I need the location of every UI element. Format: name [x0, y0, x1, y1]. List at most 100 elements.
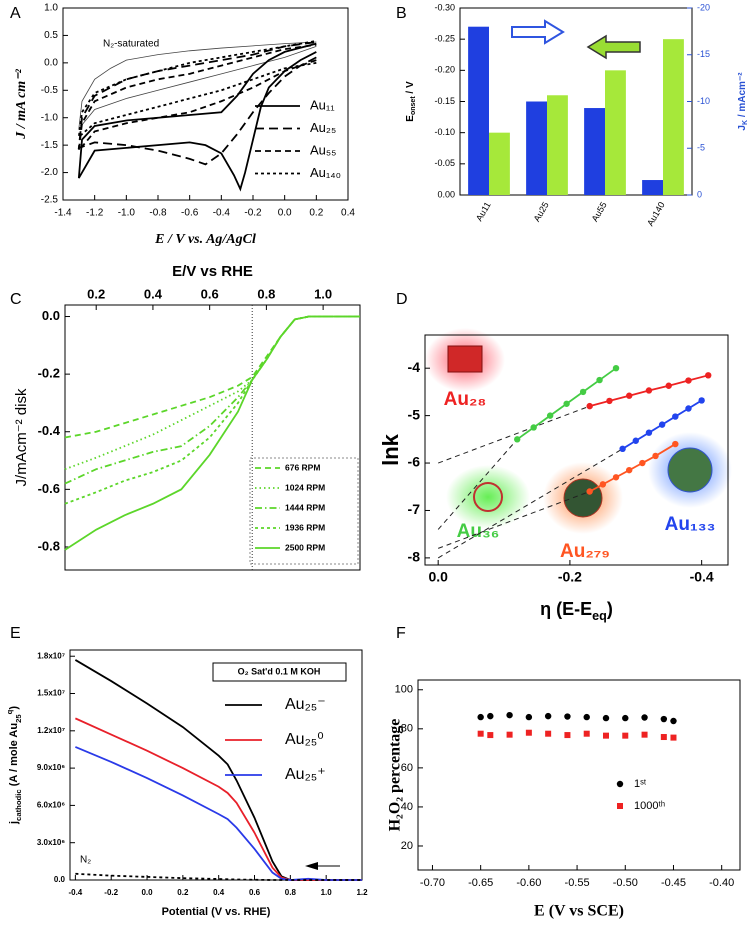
marker: [586, 402, 593, 410]
y-axis-label-part: 25: [14, 714, 23, 723]
y-axis-label: H₂O₂ percentage: [387, 719, 404, 832]
legend-label: Au₂₅⁰: [285, 731, 324, 748]
x-tick-label: 0.0: [278, 208, 292, 219]
x-tick-label: -1.2: [86, 208, 104, 219]
marker: [583, 730, 590, 737]
marker: [583, 713, 590, 721]
legend-label: 2500 RPM: [285, 542, 325, 552]
y-tick-label: -2.0: [41, 167, 59, 178]
arrow: [305, 862, 318, 870]
panel: C 0.2 0.4 0.6 0.8 1.0 0.0 -0.2 -0.4 -0.6 -0.8 E/V v…: [10, 263, 361, 571]
x-tick-label: -0.45: [661, 877, 686, 889]
plot-frame: [417, 679, 741, 871]
marker: [639, 459, 646, 467]
marker: [487, 712, 494, 720]
x-tick-label: 0.2: [177, 888, 189, 897]
marker: [641, 731, 648, 738]
x-tick-label: 0.8: [285, 888, 297, 897]
y-tick-label: 60: [401, 762, 413, 774]
y-tick-label: -0.15: [434, 96, 455, 106]
y-axis-label: jcathodic (A / mole Au25q): [5, 706, 23, 825]
series-line: [77, 43, 317, 154]
panel: F -0.70 -0.65 -0.60 -0.55 -0.50 -0.45 -0.40 20 40…: [387, 625, 741, 920]
y-tick-label: 0.00: [437, 189, 455, 199]
x-axis-label: E / V vs. Ag/AgCl: [154, 232, 256, 247]
x-tick-label: Au140: [645, 200, 667, 228]
x-tick-label: 0.2: [309, 208, 323, 219]
panel: A -1.4 -1.2 -1.0 -0.8 -0.6 -0.4 -0.2 0.0 0.2 0.4 -2…: [10, 3, 355, 248]
y-tick-label: 1.5x10⁷: [37, 689, 65, 698]
marker: [596, 376, 603, 384]
x-axis-label: E/V vs RHE: [172, 263, 253, 280]
marker: [672, 440, 679, 448]
x-tick-label: -0.4: [68, 888, 82, 897]
x-tick-label: 0.6: [201, 286, 219, 301]
plot-frame: [69, 649, 363, 881]
marker: [612, 474, 620, 481]
y-axis-label-part: / V: [405, 81, 416, 96]
legend-label: 1024 RPM: [285, 482, 325, 492]
x-axis-label-part: η (E-E: [540, 599, 592, 619]
bar: [584, 108, 605, 195]
legend-label: 1000ᵗʰ: [634, 800, 665, 812]
cluster-glow: [446, 465, 530, 529]
y-axis-label-part: E: [405, 115, 416, 122]
y-tick-label: -4: [408, 359, 421, 375]
x-tick-label: 0.4: [213, 888, 225, 897]
x-tick-label: -0.2: [558, 569, 582, 585]
y-tick-label: 6.0x10⁶: [37, 801, 65, 810]
x-tick-label: -0.65: [468, 877, 493, 889]
marker: [658, 421, 666, 428]
panel: B 0.00 -0.05 -0.10 -0.15 -0.20 -0.25 -0.30 0 -5 -1…: [396, 2, 749, 227]
x-tick-label: Au25: [532, 200, 551, 223]
legend-title: O₂ Sat'd 0.1 M KOH: [238, 666, 321, 676]
x-axis-label: E (V vs SCE): [534, 903, 624, 920]
y-tick-label: -0.20: [434, 65, 455, 75]
marker: [530, 424, 537, 431]
panel-letter: C: [10, 291, 22, 308]
x-tick-label: -0.2: [104, 888, 118, 897]
cluster: [447, 345, 483, 373]
x-tick-label: -0.6: [181, 208, 199, 219]
series-label: Au₂₇₉: [560, 541, 610, 562]
marker: [599, 481, 607, 488]
extrapolation-line: [437, 439, 518, 530]
panel-letter: F: [396, 625, 406, 642]
marker: [545, 730, 552, 737]
panel-letter: B: [396, 5, 407, 22]
y-tick-label: 0.0: [42, 308, 60, 323]
marker: [612, 364, 620, 372]
panel: D 0.0 -0.2 -0.4 -4 -5 -6 -7 -8 η (E-Eeq) lnk Au₂₈ Au…: [378, 291, 729, 624]
x-tick-label: 0.6: [249, 888, 261, 897]
marker: [622, 714, 629, 722]
y-tick-label: 1.2x10⁷: [37, 726, 65, 735]
x-tick-label: 0.0: [141, 888, 153, 897]
marker: [506, 731, 513, 738]
y-tick-label: -1.0: [41, 112, 59, 123]
y2-tick-label: -10: [697, 96, 710, 106]
bar: [526, 101, 547, 195]
series-line: [64, 315, 360, 439]
marker: [625, 392, 633, 399]
marker: [685, 405, 692, 412]
x-tick-label: -0.70: [420, 877, 445, 889]
marker: [660, 734, 667, 741]
legend-label: Au₂₅⁻: [285, 696, 326, 713]
y-axis-label: lnk: [378, 433, 403, 466]
arrow-left: [586, 34, 641, 60]
marker: [602, 714, 610, 722]
marker: [652, 452, 659, 460]
marker: [506, 711, 513, 719]
y-tick-label: -7: [408, 501, 421, 517]
legend-label: Au₁₄₀: [310, 165, 341, 180]
panel: E -0.4 -0.2 0.0 0.2 0.4 0.6 0.8 1.0 1.2 0.0 3.0x10⁶…: [5, 625, 369, 918]
y-axis-label-part: q: [5, 709, 14, 714]
x-axis-label-part: eq: [592, 609, 607, 623]
marker: [670, 717, 677, 725]
x-axis-label: Potential (V vs. RHE): [162, 906, 271, 918]
y2-tick-label: -5: [697, 143, 705, 153]
x-axis-label: η (E-Eeq): [540, 599, 613, 624]
marker: [672, 413, 679, 420]
y-tick-label: 20: [401, 840, 413, 852]
panel-letter: D: [396, 291, 408, 308]
